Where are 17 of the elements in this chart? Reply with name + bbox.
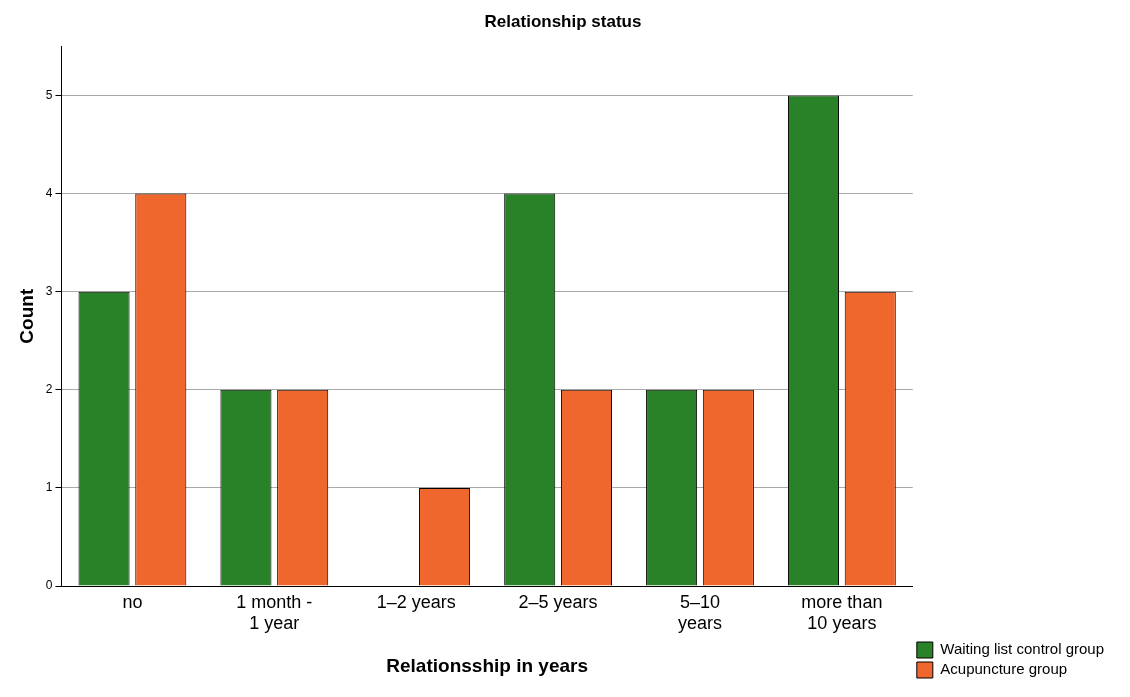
y-tick-label: 0 — [45, 578, 53, 593]
x-tick-label: 5–10 years — [677, 591, 722, 634]
x-tick-label: 1–2 years — [376, 591, 456, 612]
y-axis-title: Count — [15, 288, 37, 344]
legend-label: Waiting list control group — [940, 640, 1105, 658]
y-tick-label: 2 — [45, 382, 53, 397]
y-tick-label: 1 — [45, 480, 53, 495]
x-tick-label: more than 10 years — [801, 591, 883, 634]
chart-title: Relationship status — [484, 11, 642, 31]
x-tick-label: 1 month - 1 year — [236, 591, 313, 634]
y-tick-label: 3 — [45, 283, 53, 298]
x-tick-label: 2–5 years — [518, 591, 598, 612]
legend-label: Acupuncture group — [940, 660, 1068, 678]
x-tick-label: no — [122, 591, 143, 612]
x-axis-title: Relationsship in years — [386, 654, 588, 676]
y-tick-label: 5 — [45, 87, 53, 102]
y-tick-label: 4 — [45, 185, 53, 200]
